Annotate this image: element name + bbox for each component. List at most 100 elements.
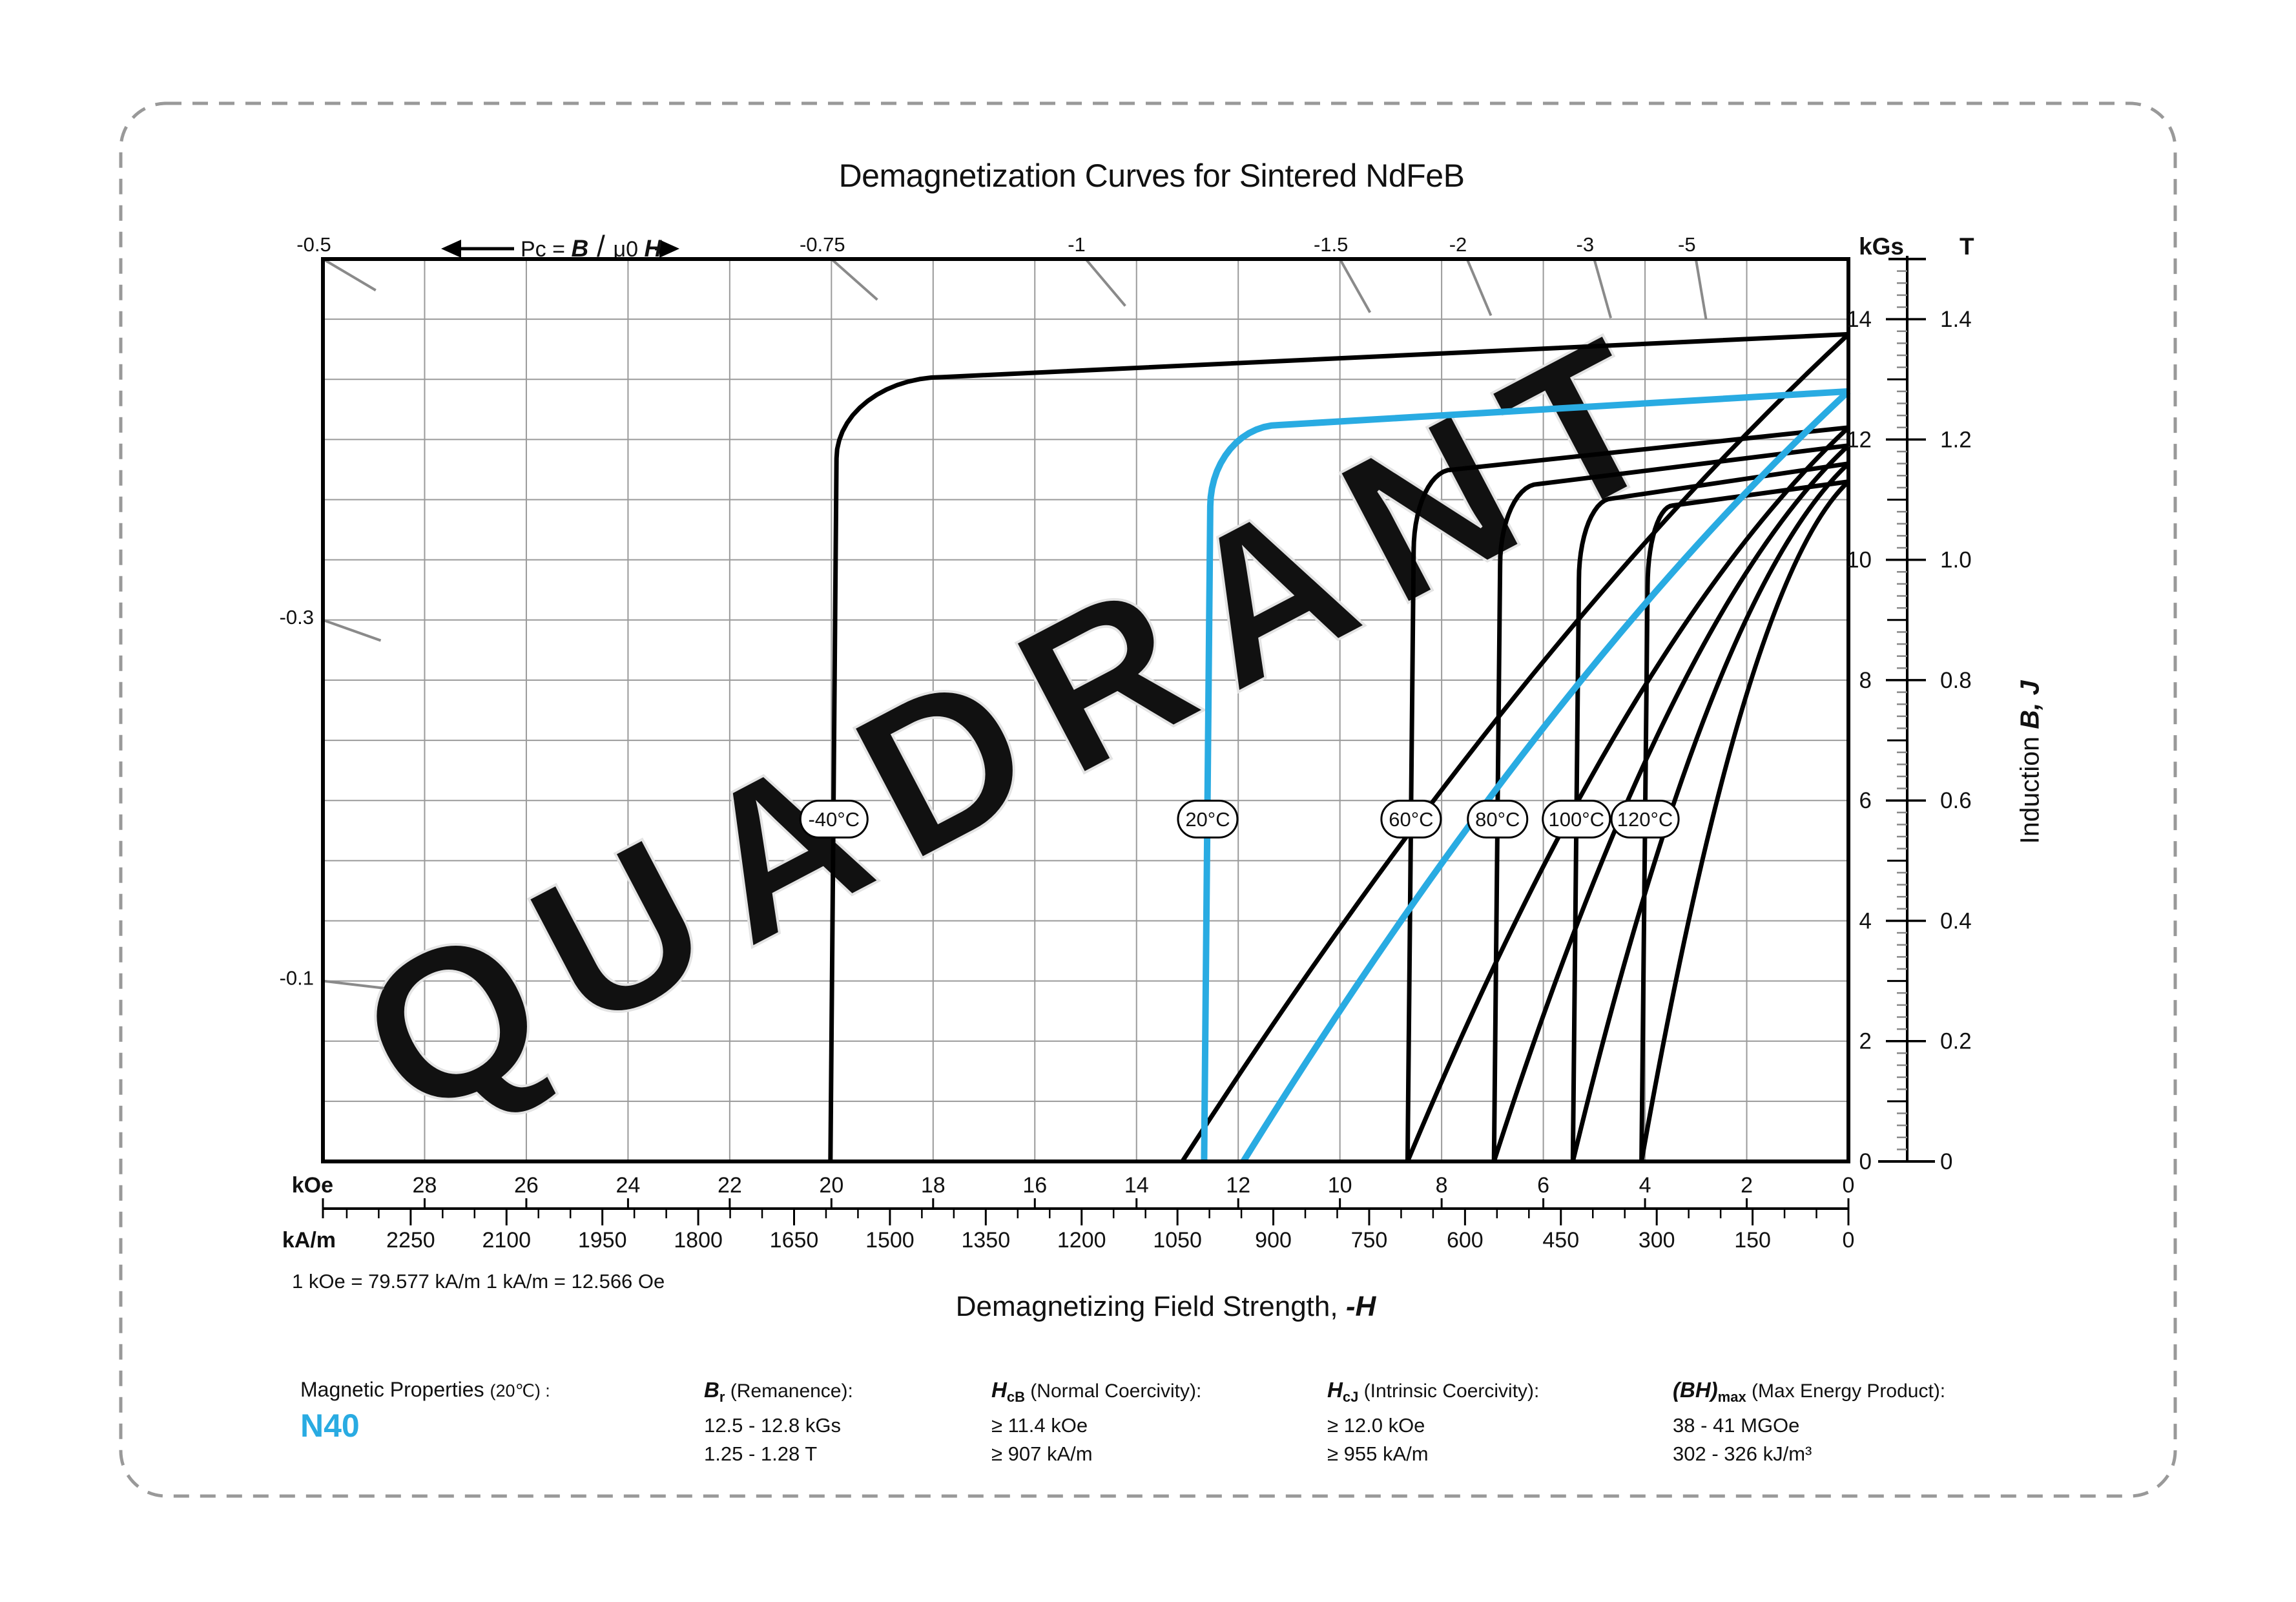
pc-label-top: -2 [1449, 233, 1467, 256]
x-axis-title: Demagnetizing Field Strength, -H [956, 1291, 1376, 1323]
svg-text:1800: 1800 [674, 1228, 723, 1253]
y-axis-title: Induction B, J [2015, 681, 2045, 844]
svg-text:6: 6 [1537, 1173, 1549, 1198]
svg-text:0.6: 0.6 [1940, 788, 1972, 813]
load-line-markers: -0.5 -0.75 -1 -1.5 -2 -3 -5 -0.3 -0.1 [280, 233, 1708, 990]
svg-text:14: 14 [1846, 307, 1872, 332]
y-axis-title-text: Induction [2014, 729, 2045, 844]
temp-oval-text-20°C: 20°C [1185, 808, 1230, 831]
temp-oval-text--40°C: -40°C [808, 808, 860, 831]
temp-oval-text-80°C: 80°C [1475, 808, 1520, 831]
property-max: (BH)max (Max Energy Product): 38 - 41 MGO… [1673, 1376, 1945, 1468]
pc-label-left: -0.1 [280, 967, 314, 990]
svg-text:6: 6 [1859, 788, 1872, 813]
svg-text:1050: 1050 [1153, 1228, 1202, 1253]
intrinsic-curve-80°C [1491, 443, 1849, 1162]
curves [828, 331, 1851, 1163]
svg-text:T: T [1960, 233, 1974, 260]
svg-text:750: 750 [1351, 1228, 1388, 1253]
properties-heading-note: (20℃) : [490, 1381, 550, 1400]
pc-label-top: -0.5 [296, 233, 331, 256]
page-dashed-border [119, 101, 2177, 1498]
svg-text:2250: 2250 [386, 1228, 435, 1253]
property-r: Br (Remanence): 12.5 - 12.8 kGs 1.25 - 1.2… [704, 1376, 853, 1468]
svg-text:8: 8 [1859, 668, 1872, 693]
temp-oval-120°C [1610, 800, 1680, 838]
plot-border [321, 257, 1850, 1163]
svg-text:900: 900 [1255, 1228, 1292, 1253]
properties-heading-text: Magnetic Properties [300, 1378, 490, 1401]
property-label: HcJ (Intrinsic Coercivity): [1327, 1378, 1540, 1406]
x-axis-title-text: Demagnetizing Field Strength, [955, 1291, 1346, 1322]
property-label: (BH)max (Max Energy Product): [1673, 1378, 1946, 1406]
svg-text:kOe: kOe [292, 1173, 333, 1198]
normal-curve-120°C [1639, 480, 1850, 1162]
svg-text:4: 4 [1859, 908, 1872, 933]
grade-badge: N40 [300, 1408, 360, 1444]
svg-text:0.2: 0.2 [1940, 1029, 1972, 1054]
page-title: Demagnetization Curves for Sintered NdFe… [838, 158, 1465, 194]
svg-text:kGs: kGs [1859, 233, 1904, 260]
svg-text:4: 4 [1639, 1173, 1651, 1198]
plot-grid [323, 259, 1848, 1161]
svg-text:1200: 1200 [1057, 1228, 1106, 1253]
pc-label-top: -1.5 [1314, 233, 1348, 256]
svg-text:1.0: 1.0 [1940, 548, 1972, 573]
pc-label-top: -1 [1068, 233, 1086, 256]
svg-text:22: 22 [718, 1173, 742, 1198]
temp-oval-text-120°C: 120°C [1617, 808, 1673, 831]
temp-oval-100°C [1542, 800, 1611, 838]
normal-curve-100°C [1570, 462, 1850, 1162]
unit-conversion-note: 1 kOe = 79.577 kA/m 1 kA/m = 12.566 Oe [292, 1270, 665, 1293]
svg-text:18: 18 [921, 1173, 946, 1198]
svg-text:0.8: 0.8 [1940, 668, 1972, 693]
svg-text:12: 12 [1226, 1173, 1250, 1198]
svg-text:1.2: 1.2 [1940, 427, 1972, 452]
property-cJ: HcJ (Intrinsic Coercivity): ≥ 12.0 kOe ≥ 9… [1327, 1376, 1539, 1468]
svg-text:10: 10 [1846, 548, 1872, 573]
svg-text:0: 0 [1859, 1149, 1872, 1174]
normal-curve-20°C [1240, 389, 1851, 1163]
temp-oval--40°C [799, 800, 869, 838]
pc-label-top: -3 [1577, 233, 1595, 256]
temperature-labels: -40°C 60°C 80°C 100°C 120°C 20°C [799, 800, 1680, 838]
y-axis-title-symbol: B, J [2014, 680, 2045, 729]
svg-text:24: 24 [615, 1173, 640, 1198]
svg-text:20: 20 [819, 1173, 843, 1198]
svg-text:26: 26 [514, 1173, 539, 1198]
pc-label-top: -0.75 [800, 233, 845, 256]
x-axis-title-symbol: -H [1345, 1291, 1376, 1322]
normal-curve-80°C [1491, 444, 1850, 1163]
svg-text:14: 14 [1124, 1173, 1149, 1198]
svg-text:1950: 1950 [578, 1228, 627, 1253]
svg-text:300: 300 [1639, 1228, 1675, 1253]
svg-text:1500: 1500 [865, 1228, 915, 1253]
svg-text:10: 10 [1328, 1173, 1352, 1198]
svg-text:1650: 1650 [770, 1228, 819, 1253]
intrinsic-curve-60°C [1405, 425, 1849, 1162]
intrinsic-curve-120°C [1639, 479, 1849, 1162]
svg-text:600: 600 [1447, 1228, 1484, 1253]
intrinsic-curve--40°C [828, 331, 1849, 1162]
pc-label-top: -5 [1678, 233, 1696, 256]
property-label: HcB (Normal Coercivity): [991, 1378, 1202, 1406]
property-label: Br (Remanence): [704, 1378, 853, 1406]
svg-text:150: 150 [1734, 1228, 1771, 1253]
normal-curve--40°C [1180, 332, 1850, 1163]
svg-text:450: 450 [1542, 1228, 1579, 1253]
property-value: 1.25 - 1.28 T [704, 1442, 818, 1466]
svg-text:0: 0 [1843, 1228, 1855, 1253]
property-value: ≥ 955 kA/m [1327, 1442, 1429, 1466]
temp-oval-20°C [1177, 800, 1239, 838]
property-value: ≥ 12.0 kOe [1327, 1414, 1425, 1437]
property-cB: HcB (Normal Coercivity): ≥ 11.4 kOe ≥ 907 … [991, 1376, 1201, 1468]
y-scale-ruler: kGs T 0 0 2 0.2 4 0.4 6 0.6 8 0.8 10 1.0 12 1.2 14 1.4 [1846, 233, 1974, 1174]
properties-heading: Magnetic Properties (20℃) : [300, 1378, 550, 1402]
svg-text:0.4: 0.4 [1940, 908, 1972, 933]
temp-oval-text-60°C: 60°C [1389, 808, 1433, 831]
property-value: ≥ 907 kA/m [991, 1442, 1093, 1466]
svg-text:8: 8 [1436, 1173, 1448, 1198]
property-value: ≥ 11.4 kOe [991, 1414, 1088, 1437]
